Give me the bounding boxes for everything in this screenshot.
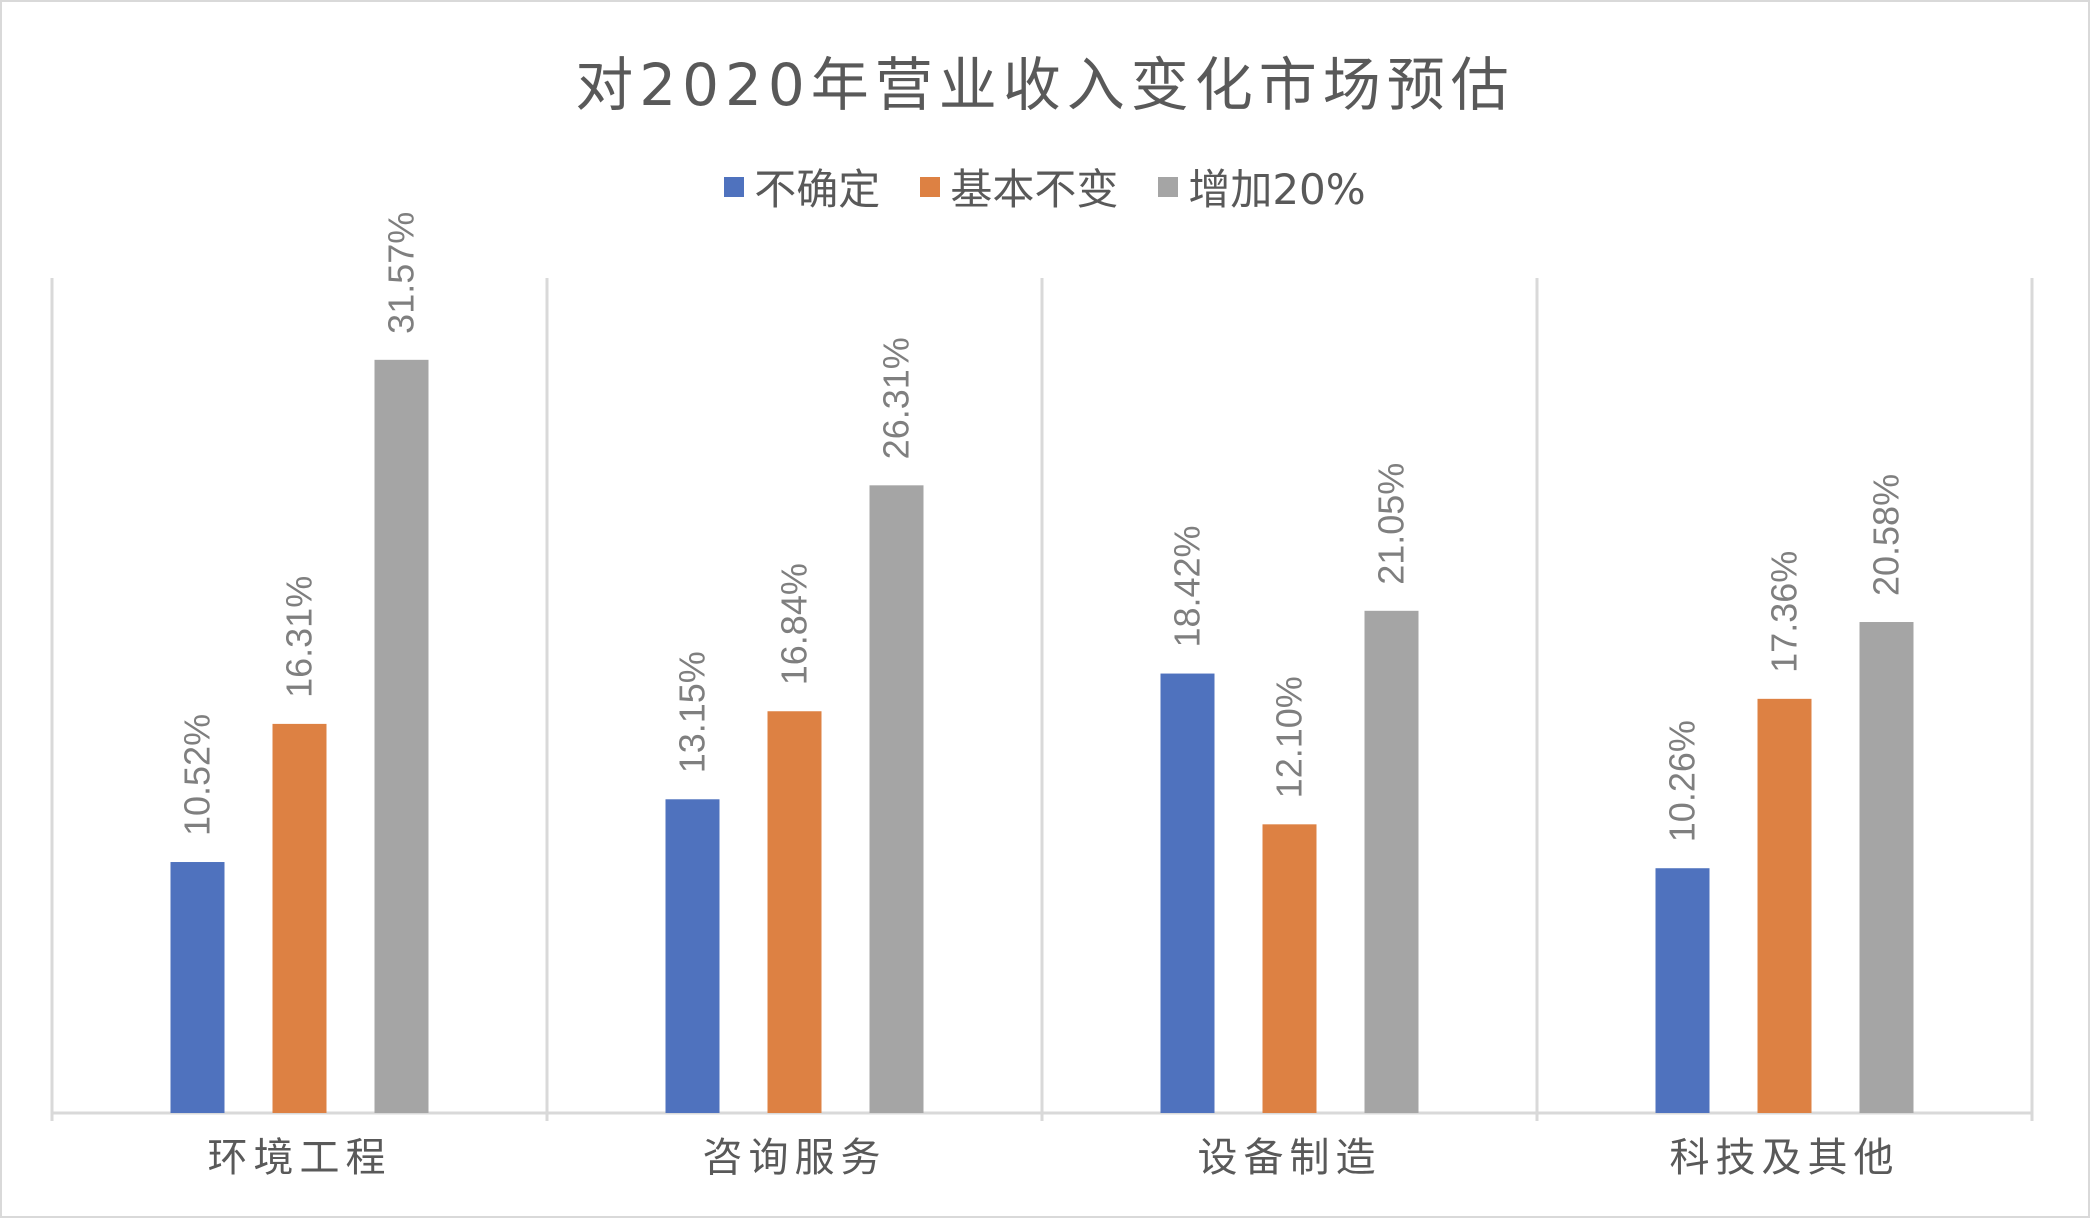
category-label-0: 环境工程 xyxy=(208,1135,392,1181)
legend-swatch-0 xyxy=(724,176,745,197)
data-label-2-1: 12.10% xyxy=(1269,676,1310,798)
bar-2-1 xyxy=(1262,824,1317,1113)
data-label-3-2: 20.58% xyxy=(1866,474,1907,596)
data-label-1-1: 16.84% xyxy=(774,563,815,685)
category-label-1: 咨询服务 xyxy=(703,1135,887,1181)
category-label-3: 科技及其他 xyxy=(1670,1135,1900,1181)
bar-3-0 xyxy=(1655,868,1710,1113)
bar-3-1 xyxy=(1757,698,1812,1113)
data-label-0-0: 10.52% xyxy=(177,714,218,836)
legend-label-1: 基本不变 xyxy=(950,165,1119,214)
bar-2-2 xyxy=(1364,610,1419,1113)
legend-item-2: 增加20% xyxy=(1158,156,1366,217)
bar-1-2 xyxy=(869,485,924,1113)
bar-0-2 xyxy=(374,359,429,1114)
data-label-0-2: 31.57% xyxy=(381,212,422,334)
bar-2-0 xyxy=(1160,673,1215,1113)
bar-3-2 xyxy=(1859,622,1914,1113)
data-label-3-1: 17.36% xyxy=(1764,551,1805,673)
chart-title: 对2020年营业收入变化市场预估 xyxy=(575,51,1515,119)
legend-label-2: 增加20% xyxy=(1188,165,1366,214)
data-label-2-0: 18.42% xyxy=(1167,525,1208,647)
legend-item-0: 不确定 xyxy=(724,156,880,217)
data-label-1-0: 13.15% xyxy=(672,651,713,773)
legend-item-1: 基本不变 xyxy=(920,156,1118,217)
chart-legend: 不确定 基本不变 增加20% xyxy=(0,156,2090,217)
data-label-1-2: 26.31% xyxy=(876,337,917,459)
legend-swatch-2 xyxy=(1158,176,1179,197)
bar-0-1 xyxy=(272,723,327,1113)
category-label-2: 设备制造 xyxy=(1198,1135,1382,1181)
bar-0-0 xyxy=(170,862,225,1113)
bar-1-0 xyxy=(665,799,720,1113)
bar-1-1 xyxy=(767,711,822,1113)
legend-label-0: 不确定 xyxy=(754,165,881,214)
data-label-3-0: 10.26% xyxy=(1662,720,1703,842)
data-label-0-1: 16.31% xyxy=(279,576,320,698)
data-label-2-2: 21.05% xyxy=(1371,463,1412,585)
legend-swatch-1 xyxy=(920,176,941,197)
